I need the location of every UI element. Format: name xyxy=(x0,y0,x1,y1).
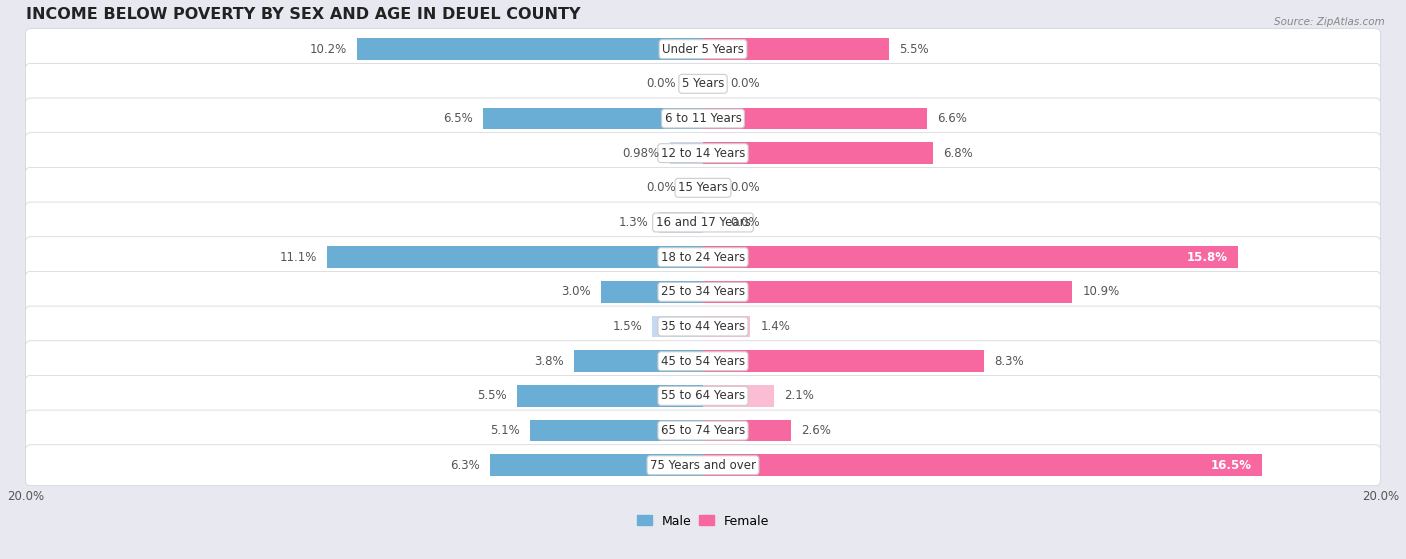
Bar xyxy=(574,350,703,372)
Text: 55 to 64 Years: 55 to 64 Years xyxy=(661,390,745,402)
FancyBboxPatch shape xyxy=(25,236,1381,278)
Text: 6.8%: 6.8% xyxy=(943,146,973,160)
Bar xyxy=(703,108,927,129)
Text: 1.3%: 1.3% xyxy=(619,216,648,229)
Text: 1.4%: 1.4% xyxy=(761,320,790,333)
Text: 0.0%: 0.0% xyxy=(730,216,759,229)
Text: 15 Years: 15 Years xyxy=(678,181,728,195)
Text: 6 to 11 Years: 6 to 11 Years xyxy=(665,112,741,125)
Text: Under 5 Years: Under 5 Years xyxy=(662,42,744,56)
Bar xyxy=(652,316,703,337)
Text: 16.5%: 16.5% xyxy=(1211,459,1251,472)
Bar xyxy=(703,247,1239,268)
FancyBboxPatch shape xyxy=(25,410,1381,451)
FancyBboxPatch shape xyxy=(25,341,1381,382)
Text: 10.9%: 10.9% xyxy=(1083,285,1119,299)
Text: 18 to 24 Years: 18 to 24 Years xyxy=(661,250,745,264)
Text: 5.5%: 5.5% xyxy=(900,42,929,56)
Text: 1.5%: 1.5% xyxy=(612,320,643,333)
FancyBboxPatch shape xyxy=(25,376,1381,416)
Bar xyxy=(703,420,792,441)
Legend: Male, Female: Male, Female xyxy=(631,510,775,533)
Bar xyxy=(516,385,703,406)
Text: 16 and 17 Years: 16 and 17 Years xyxy=(655,216,751,229)
Text: INCOME BELOW POVERTY BY SEX AND AGE IN DEUEL COUNTY: INCOME BELOW POVERTY BY SEX AND AGE IN D… xyxy=(25,7,581,22)
FancyBboxPatch shape xyxy=(25,29,1381,69)
Bar xyxy=(328,247,703,268)
FancyBboxPatch shape xyxy=(25,445,1381,486)
FancyBboxPatch shape xyxy=(25,63,1381,105)
Text: 5 Years: 5 Years xyxy=(682,77,724,91)
Bar xyxy=(489,454,703,476)
Text: 12 to 14 Years: 12 to 14 Years xyxy=(661,146,745,160)
Text: 25 to 34 Years: 25 to 34 Years xyxy=(661,285,745,299)
Text: 3.0%: 3.0% xyxy=(561,285,591,299)
FancyBboxPatch shape xyxy=(25,202,1381,243)
Text: 2.1%: 2.1% xyxy=(785,390,814,402)
FancyBboxPatch shape xyxy=(25,98,1381,139)
Text: 0.0%: 0.0% xyxy=(647,181,676,195)
Bar xyxy=(669,143,703,164)
Text: 0.0%: 0.0% xyxy=(647,77,676,91)
Text: 45 to 54 Years: 45 to 54 Years xyxy=(661,355,745,368)
Text: 3.8%: 3.8% xyxy=(534,355,564,368)
Text: 0.0%: 0.0% xyxy=(730,77,759,91)
Text: 8.3%: 8.3% xyxy=(994,355,1024,368)
Bar xyxy=(530,420,703,441)
Text: 11.1%: 11.1% xyxy=(280,250,316,264)
Text: 5.5%: 5.5% xyxy=(477,390,506,402)
Text: 6.5%: 6.5% xyxy=(443,112,472,125)
Bar xyxy=(659,212,703,233)
Bar xyxy=(703,454,1263,476)
FancyBboxPatch shape xyxy=(25,271,1381,312)
Bar xyxy=(703,281,1073,302)
Bar xyxy=(703,143,934,164)
Text: 15.8%: 15.8% xyxy=(1187,250,1227,264)
Bar xyxy=(357,39,703,60)
Text: 35 to 44 Years: 35 to 44 Years xyxy=(661,320,745,333)
FancyBboxPatch shape xyxy=(25,167,1381,209)
Text: 5.1%: 5.1% xyxy=(491,424,520,437)
Text: 2.6%: 2.6% xyxy=(801,424,831,437)
Bar xyxy=(703,385,775,406)
Bar xyxy=(703,350,984,372)
Text: 10.2%: 10.2% xyxy=(311,42,347,56)
FancyBboxPatch shape xyxy=(25,132,1381,174)
FancyBboxPatch shape xyxy=(25,306,1381,347)
Bar xyxy=(602,281,703,302)
Bar xyxy=(703,39,890,60)
Bar xyxy=(482,108,703,129)
Text: 0.0%: 0.0% xyxy=(730,181,759,195)
Text: Source: ZipAtlas.com: Source: ZipAtlas.com xyxy=(1274,17,1385,27)
Text: 65 to 74 Years: 65 to 74 Years xyxy=(661,424,745,437)
Text: 75 Years and over: 75 Years and over xyxy=(650,459,756,472)
Text: 0.98%: 0.98% xyxy=(623,146,659,160)
Text: 6.6%: 6.6% xyxy=(936,112,966,125)
Bar xyxy=(703,316,751,337)
Text: 6.3%: 6.3% xyxy=(450,459,479,472)
